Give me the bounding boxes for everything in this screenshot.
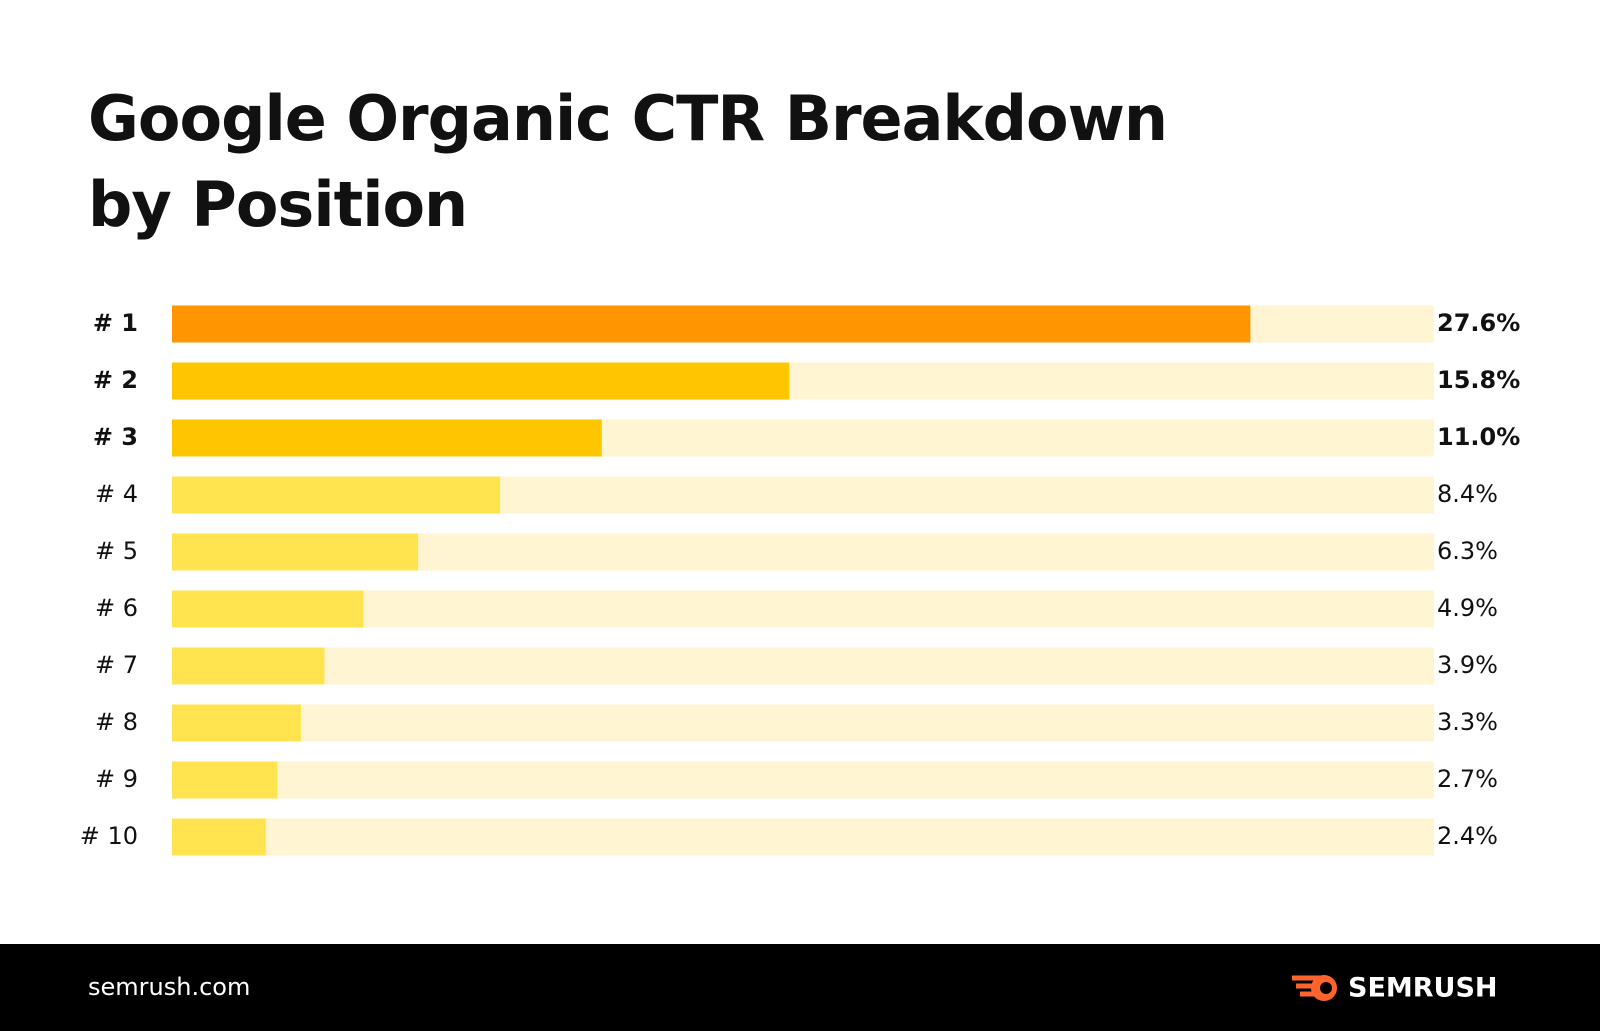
category-label: # 4	[95, 480, 138, 508]
bar	[172, 533, 419, 571]
bar	[172, 590, 364, 628]
bar	[172, 305, 1251, 343]
bar	[172, 362, 790, 400]
value-label: 2.7%	[1437, 765, 1498, 793]
bar	[172, 761, 278, 799]
logo-mark	[1320, 982, 1332, 994]
value-label: 3.3%	[1437, 708, 1498, 736]
chart-title-line: Google Organic CTR Breakdown	[88, 82, 1167, 155]
footer-site: semrush.com	[88, 973, 250, 1001]
value-label: 2.4%	[1437, 822, 1498, 850]
category-label: # 2	[93, 366, 138, 394]
category-label: # 10	[80, 822, 138, 850]
footer-brand: SEMRUSH	[1348, 973, 1498, 1004]
brand-logo: SEMRUSH	[1292, 973, 1498, 1004]
bar-track	[172, 590, 1434, 628]
chart-title-line: by Position	[88, 168, 467, 241]
category-label: # 9	[95, 765, 138, 793]
value-label: 3.9%	[1437, 651, 1498, 679]
bar	[172, 647, 325, 685]
value-label: 15.8%	[1437, 366, 1520, 394]
bar-track	[172, 761, 1434, 799]
category-label: # 1	[93, 309, 138, 337]
value-label: 27.6%	[1437, 309, 1520, 337]
value-label: 4.9%	[1437, 594, 1498, 622]
category-label: # 3	[93, 423, 138, 451]
category-label: # 8	[95, 708, 138, 736]
value-label: 11.0%	[1437, 423, 1520, 451]
value-label: 6.3%	[1437, 537, 1498, 565]
bar-track	[172, 818, 1434, 856]
category-label: # 5	[95, 537, 138, 565]
bar-track	[172, 704, 1434, 742]
category-label: # 6	[95, 594, 138, 622]
value-label: 8.4%	[1437, 480, 1498, 508]
bar	[172, 704, 301, 742]
category-label: # 7	[95, 651, 138, 679]
bar	[172, 419, 602, 457]
bar	[172, 476, 501, 514]
bar-track	[172, 647, 1434, 685]
bar	[172, 818, 266, 856]
